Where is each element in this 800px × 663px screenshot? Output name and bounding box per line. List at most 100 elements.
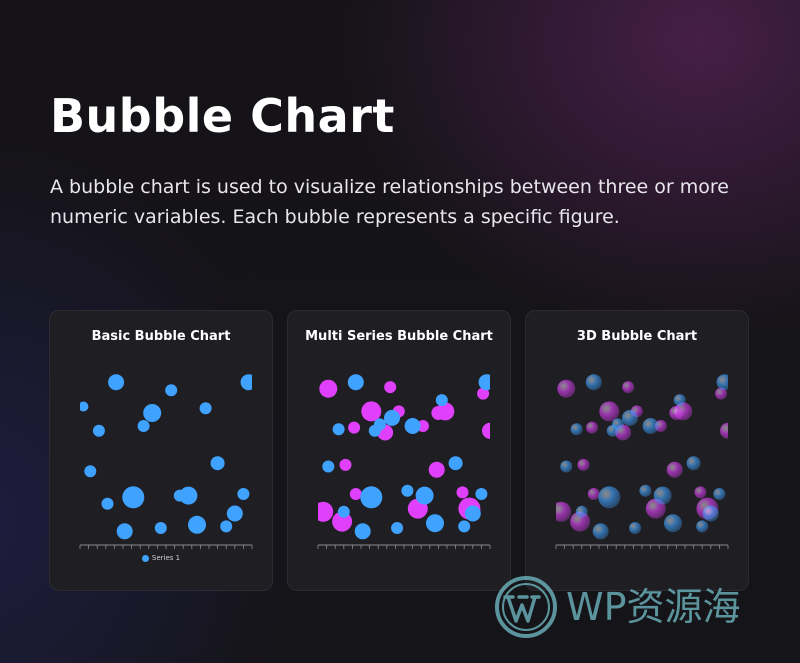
- bubble-point[interactable]: [348, 421, 361, 434]
- bubble-point[interactable]: [629, 522, 642, 534]
- multi-series-bubble-chart: [313, 374, 498, 549]
- bubble-point[interactable]: [319, 379, 338, 398]
- bubble-point[interactable]: [401, 484, 414, 497]
- bubble-point[interactable]: [575, 505, 588, 518]
- bubble-point[interactable]: [557, 379, 576, 398]
- bubble-point[interactable]: [606, 424, 619, 437]
- bubble-point[interactable]: [702, 505, 719, 522]
- watermark: WP资源海: [494, 575, 794, 641]
- bubble-point[interactable]: [639, 484, 652, 497]
- bubble-point[interactable]: [458, 520, 471, 533]
- bubble-point[interactable]: [226, 505, 243, 522]
- bubble-point[interactable]: [391, 522, 404, 534]
- bubble-point[interactable]: [368, 424, 381, 437]
- chart-legend[interactable]: Series 1: [50, 554, 272, 562]
- page-title: Bubble Chart: [50, 89, 395, 143]
- bubble-point[interactable]: [686, 456, 701, 471]
- bubble-point[interactable]: [347, 374, 364, 391]
- bubble-point[interactable]: [188, 515, 206, 534]
- page-description: A bubble chart is used to visualize rela…: [50, 176, 729, 228]
- bubble-point[interactable]: [210, 456, 225, 471]
- bubble-point[interactable]: [101, 497, 114, 510]
- bubble-point[interactable]: [332, 423, 345, 436]
- bubble-point[interactable]: [577, 458, 590, 471]
- bubble-point[interactable]: [78, 401, 89, 412]
- bubble-point[interactable]: [653, 486, 672, 505]
- bubble-point[interactable]: [404, 418, 421, 434]
- bubble-point[interactable]: [143, 404, 162, 422]
- card-multi-series-bubble-chart[interactable]: Multi Series Bubble Chart: [287, 310, 511, 591]
- bubble-point[interactable]: [694, 486, 707, 499]
- legend-marker: [141, 554, 149, 562]
- bubble-point[interactable]: [598, 486, 621, 509]
- bubble-point[interactable]: [361, 401, 382, 422]
- bubble-point[interactable]: [669, 406, 684, 420]
- bubble-point[interactable]: [122, 486, 145, 509]
- bubble-point[interactable]: [354, 523, 371, 540]
- bubble-point[interactable]: [384, 409, 400, 426]
- bubble-point[interactable]: [426, 514, 444, 533]
- watermark-text: WP资源海: [566, 585, 741, 629]
- bubble-point[interactable]: [237, 488, 250, 500]
- bubble-point[interactable]: [428, 461, 445, 478]
- bubble-point[interactable]: [599, 401, 620, 422]
- card-basic-bubble-chart[interactable]: Basic Bubble Chart Series 1: [49, 310, 273, 591]
- 3d-bubble-chart: [551, 374, 736, 549]
- card-title: Basic Bubble Chart: [91, 329, 231, 344]
- bubble-point[interactable]: [137, 420, 150, 432]
- bubble-point[interactable]: [715, 387, 728, 400]
- bubble-point[interactable]: [666, 461, 683, 478]
- bubble-point[interactable]: [464, 505, 481, 522]
- bubble-point[interactable]: [622, 381, 635, 394]
- bubble-point[interactable]: [478, 374, 495, 391]
- legend-label: Series 1: [151, 554, 181, 562]
- bubble-point[interactable]: [384, 381, 397, 394]
- bubble-point[interactable]: [322, 460, 335, 473]
- card-title: Multi Series Bubble Chart: [305, 329, 493, 344]
- bubble-point[interactable]: [551, 501, 572, 522]
- chart-cards: Basic Bubble Chart Series 1 Multi Series…: [49, 310, 751, 593]
- bubble-point[interactable]: [220, 520, 233, 533]
- bubble-point[interactable]: [586, 421, 599, 434]
- bubble-point[interactable]: [570, 423, 583, 436]
- bubble-point[interactable]: [435, 394, 448, 407]
- bubble-point[interactable]: [108, 374, 125, 391]
- bubble-point[interactable]: [713, 488, 726, 500]
- bubble-point[interactable]: [475, 488, 488, 500]
- bubble-point[interactable]: [448, 456, 463, 471]
- bubble-point[interactable]: [587, 488, 600, 500]
- bubble-point[interactable]: [720, 422, 736, 439]
- bubble-point[interactable]: [154, 522, 167, 534]
- card-3d-bubble-chart[interactable]: 3D Bubble Chart: [525, 310, 749, 591]
- hero-section: Bubble Chart A bubble chart is used to v…: [50, 88, 770, 232]
- bubble-point[interactable]: [482, 422, 498, 439]
- bubble-point[interactable]: [179, 486, 198, 505]
- bubble-point[interactable]: [560, 460, 573, 473]
- bubble-point[interactable]: [199, 402, 212, 415]
- bubble-point[interactable]: [92, 424, 105, 437]
- bubble-point[interactable]: [664, 514, 682, 533]
- bubble-point[interactable]: [240, 374, 257, 391]
- bubble-point[interactable]: [477, 387, 490, 400]
- bubble-point[interactable]: [349, 488, 362, 500]
- basic-bubble-chart: [78, 374, 257, 549]
- bubble-point[interactable]: [592, 523, 609, 540]
- bubble-point[interactable]: [696, 520, 709, 533]
- bubble-point[interactable]: [84, 465, 97, 478]
- bubble-point[interactable]: [116, 523, 133, 540]
- card-title: 3D Bubble Chart: [576, 329, 698, 344]
- bubble-point[interactable]: [431, 406, 446, 420]
- bubble-point[interactable]: [673, 394, 686, 407]
- bubble-point[interactable]: [642, 418, 659, 434]
- bubble-point[interactable]: [339, 458, 352, 471]
- bubble-point[interactable]: [585, 374, 602, 391]
- wordpress-logo-icon: [495, 576, 557, 638]
- bubble-point[interactable]: [360, 486, 383, 509]
- bubble-point[interactable]: [716, 374, 733, 391]
- bubble-point[interactable]: [313, 501, 334, 522]
- bubble-point[interactable]: [337, 505, 350, 518]
- bubble-point[interactable]: [622, 409, 638, 426]
- bubble-point[interactable]: [165, 384, 178, 397]
- bubble-point[interactable]: [415, 486, 434, 505]
- bubble-point[interactable]: [456, 486, 469, 499]
